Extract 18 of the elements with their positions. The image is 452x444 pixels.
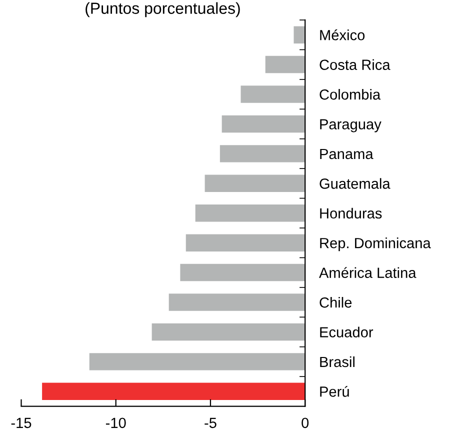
y-tick-label: México bbox=[320, 29, 365, 40]
x-tick-label: -15 bbox=[11, 418, 32, 428]
y-tick-label: Paraguay bbox=[320, 119, 382, 132]
y-tick-label: Brasil bbox=[320, 356, 354, 368]
y-tick-label: Honduras bbox=[320, 208, 382, 219]
x-tick-label: -5 bbox=[204, 418, 216, 428]
y-tick-label: Ecuador bbox=[320, 326, 374, 338]
y-tick-label: Guatemala bbox=[320, 178, 390, 189]
y-tick-label: Panama bbox=[320, 148, 374, 160]
y-tick-label: Colombia bbox=[320, 88, 381, 100]
x-tick-label: -10 bbox=[106, 418, 126, 428]
y-tick-label: Rep. Dominicana bbox=[320, 238, 431, 252]
y-tick-label: Perú bbox=[320, 386, 349, 397]
y-tick-label: América Latina bbox=[319, 267, 416, 278]
chart-subtitle: (Puntos porcentuales) bbox=[86, 2, 240, 18]
y-tick-label: Chile bbox=[320, 296, 352, 308]
x-tick-label: 0 bbox=[302, 418, 309, 428]
y-tick-label: Costa Rica bbox=[320, 59, 390, 70]
